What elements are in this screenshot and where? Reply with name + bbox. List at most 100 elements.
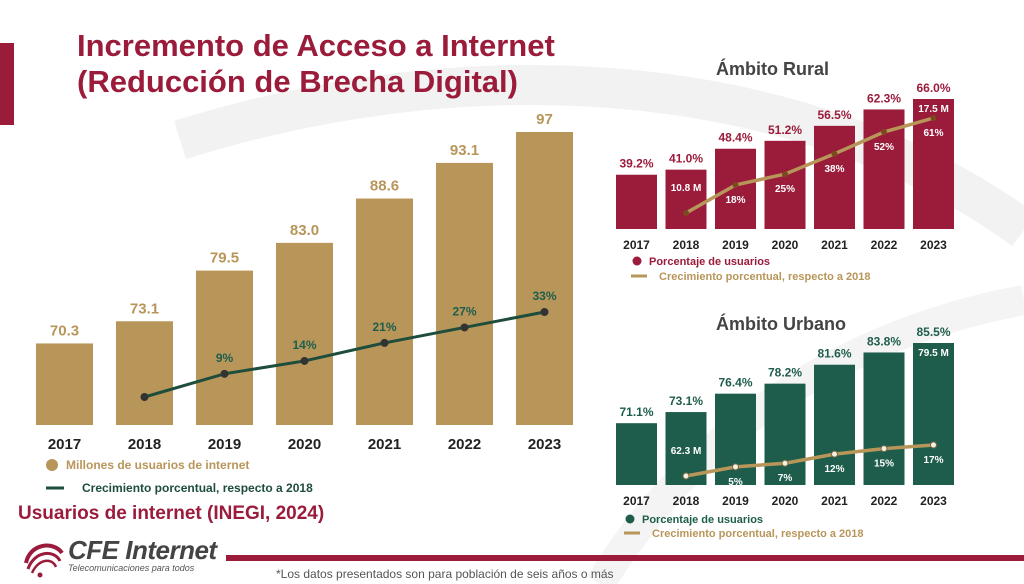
rural-year-tick: 2021 — [821, 238, 848, 252]
rural-year-tick: 2020 — [772, 238, 799, 252]
rural-growth-point — [881, 129, 887, 136]
main-bar-value-label: 83.0 — [290, 222, 319, 239]
main-year-tick: 2019 — [208, 436, 241, 453]
title-line-2: (Reducción de Brecha Digital) — [77, 64, 518, 99]
rural-bar — [764, 140, 806, 229]
main-growth-point — [140, 393, 149, 401]
rural-growth-label: 38% — [824, 164, 844, 175]
rural-growth-label: 25% — [775, 184, 795, 195]
main-legend-growth-text: Crecimiento porcentual, respecto a 2018 — [82, 481, 313, 495]
urban-growth-point — [880, 445, 888, 453]
urban-bar-value-label: 73.1% — [669, 394, 703, 408]
main-bar — [36, 343, 93, 425]
urban-growth-label: 7% — [778, 473, 793, 484]
main-growth-label: 14% — [292, 338, 316, 352]
urban-growth-point — [781, 459, 789, 467]
rural-year-tick: 2023 — [920, 238, 947, 252]
urban-year-tick: 2022 — [871, 494, 898, 508]
rural-bar — [665, 169, 707, 229]
rural-bar — [715, 148, 756, 229]
footnote: *Los datos presentados son para població… — [276, 567, 614, 581]
rural-year-tick: 2019 — [722, 238, 749, 252]
rural-total-users-label: 17.5 M — [918, 104, 949, 115]
rural-legend-users-text: Porcentaje de usuarios — [649, 256, 770, 268]
main-bar — [116, 321, 173, 425]
title-accent-bar — [0, 43, 14, 125]
main-bar — [276, 242, 333, 425]
urban-growth-label: 5% — [728, 477, 743, 488]
main-bar — [196, 270, 253, 425]
rural-growth-point — [683, 210, 689, 216]
main-year-tick: 2020 — [288, 436, 321, 453]
rural-year-tick: 2018 — [673, 238, 700, 252]
urban-chart-title: Ámbito Urbano — [716, 314, 846, 334]
urban-legend-growth-text: Crecimiento porcentual, respecto a 2018 — [652, 528, 864, 540]
main-bar — [516, 132, 573, 425]
urban-year-tick: 2021 — [821, 494, 848, 508]
logo-tagline: Telecomunicaciones para todos — [68, 563, 195, 573]
rural-growth-label: 52% — [874, 142, 894, 153]
cfe-internet-logo: CFE Internet Telecomunicaciones para tod… — [20, 533, 230, 579]
urban-bar-value-label: 85.5% — [916, 325, 950, 339]
urban-bar-value-label: 76.4% — [718, 376, 752, 390]
urban-bar — [814, 364, 855, 485]
urban-year-tick: 2019 — [722, 494, 749, 508]
urban-growth-label: 15% — [874, 459, 894, 470]
rural-growth-line — [684, 116, 936, 215]
main-growth-point — [540, 308, 549, 316]
rural-growth-label: 61% — [923, 128, 943, 139]
urban-legend-users-marker — [625, 514, 635, 524]
rural-legend-users-marker — [632, 256, 642, 266]
page-title: Incremento de Acceso a Internet (Reducci… — [77, 28, 555, 100]
rural-bar-value-label: 39.2% — [619, 157, 653, 171]
main-growth-label: 27% — [452, 304, 476, 318]
rural-bar-value-label: 66.0% — [916, 81, 950, 95]
main-growth-point — [460, 323, 469, 332]
main-growth-label: 33% — [532, 289, 556, 303]
rural-year-tick: 2017 — [623, 238, 650, 252]
main-growth-point — [380, 338, 389, 347]
logo-brand-text: CFE Internet — [68, 535, 217, 565]
urban-growth-point — [682, 472, 690, 480]
rural-growth-point — [732, 181, 739, 188]
rural-legend-growth-text: Crecimiento porcentual, respecto a 2018 — [659, 271, 871, 283]
rural-bar-value-label: 41.0% — [669, 152, 703, 166]
urban-bar — [764, 383, 806, 485]
main-year-tick: 2023 — [528, 436, 561, 453]
urban-growth-label: 12% — [824, 464, 844, 475]
urban-total-users-label: 79.5 M — [918, 348, 949, 359]
rural-growth-point — [831, 150, 838, 157]
rural-bar-value-label: 51.2% — [768, 123, 802, 137]
urban-growth-label: 17% — [923, 455, 943, 466]
main-bar-value-label: 73.1 — [130, 300, 159, 317]
main-bar-value-label: 97 — [536, 111, 553, 128]
urban-bar-value-label: 71.1% — [619, 405, 653, 419]
rural-bar-value-label: 56.5% — [817, 108, 851, 122]
main-bar-value-label: 70.3 — [50, 322, 79, 339]
urban-growth-point — [930, 441, 937, 449]
data-source-label: Usuarios de internet (INEGI, 2024) — [18, 503, 325, 524]
urban-bar — [616, 423, 657, 485]
main-bar-value-label: 79.5 — [210, 250, 239, 267]
rural-bar — [616, 174, 657, 229]
main-bar-value-label: 88.6 — [370, 178, 399, 195]
main-growth-label: 9% — [216, 351, 234, 365]
urban-bar — [913, 343, 954, 485]
urban-bar — [863, 352, 905, 485]
rural-bar — [814, 125, 855, 229]
urban-year-tick: 2020 — [772, 494, 799, 508]
rural-bar-value-label: 62.3% — [867, 91, 901, 105]
urban-growth-label: 62.3 M — [671, 446, 702, 457]
rural-growth-label: 10.8 M — [671, 183, 702, 194]
main-bar — [436, 162, 493, 425]
main-year-tick: 2022 — [448, 436, 481, 453]
rural-chart-title: Ámbito Rural — [716, 59, 830, 79]
rural-growth-point — [782, 171, 788, 178]
urban-legend-users-text: Porcentaje de usuarios — [642, 514, 763, 526]
main-year-tick: 2018 — [128, 436, 161, 453]
urban-bar-value-label: 83.8% — [867, 334, 901, 348]
logo-swirl-icon — [24, 543, 64, 578]
main-year-tick: 2021 — [368, 436, 401, 453]
rural-growth-label: 18% — [725, 195, 745, 206]
